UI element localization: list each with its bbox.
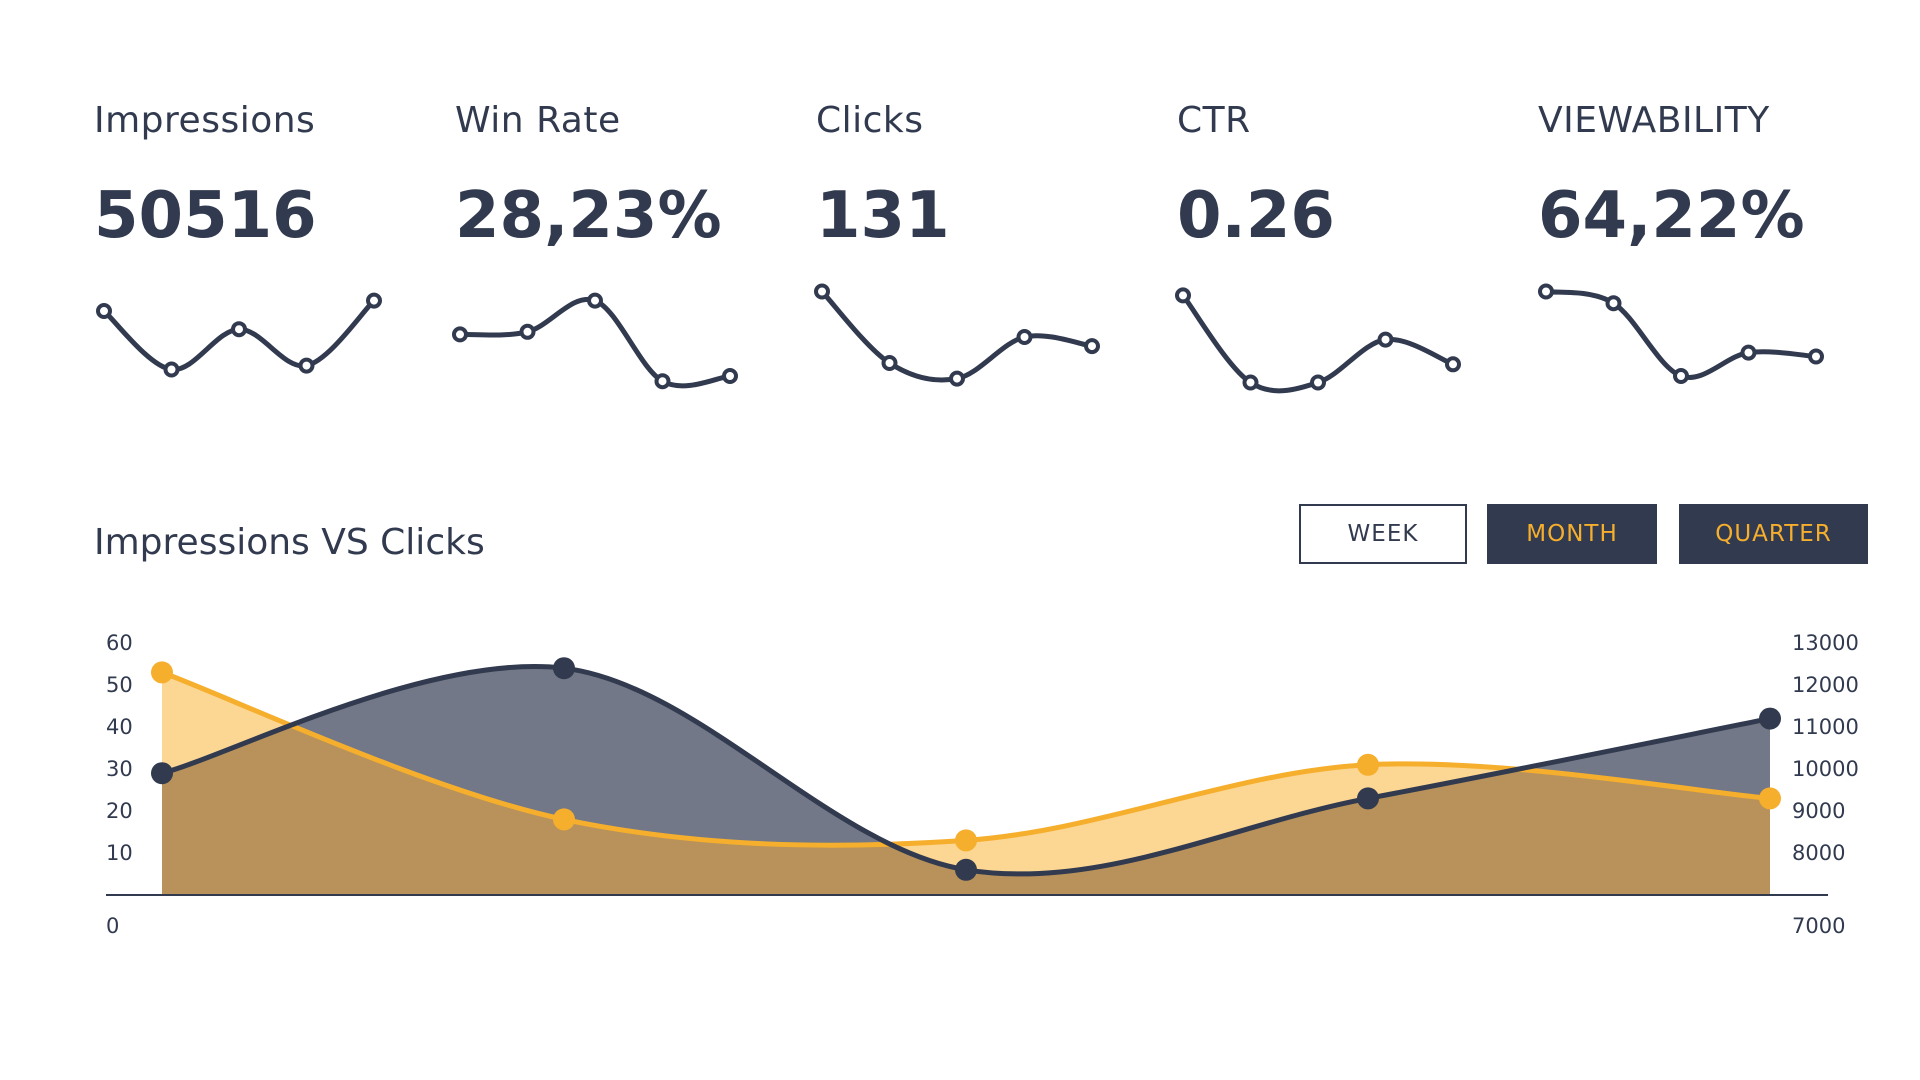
data-point-orange	[553, 808, 575, 831]
kpi-clicks: Clicks 131	[816, 96, 1136, 256]
kpi-value: 28,23%	[455, 179, 722, 253]
left-axis-tick-label: 30	[106, 757, 133, 781]
kpi-win-rate: Win Rate 28,23%	[455, 96, 775, 256]
kpi-label: Impressions	[94, 100, 316, 141]
data-point-orange	[151, 661, 173, 684]
month-button[interactable]: MONTH	[1487, 504, 1657, 564]
week-button[interactable]: WEEK	[1299, 504, 1467, 564]
sparkline-point	[1605, 295, 1622, 312]
sparkline-ctr	[1175, 287, 1461, 394]
sparkline-point	[452, 326, 468, 343]
left-axis-tick-label: 0	[106, 914, 119, 938]
data-point-navy	[553, 657, 575, 680]
sparkline-clicks	[814, 283, 1100, 387]
right-axis-tick-label: 9000	[1792, 799, 1845, 823]
sparkline-point	[1808, 348, 1824, 365]
sparkline-point	[231, 321, 247, 338]
sparkline-point	[366, 292, 382, 309]
kpi-value: 64,22%	[1538, 179, 1805, 253]
kpi-ctr: CTR 0.26	[1177, 96, 1497, 256]
data-point-orange	[955, 829, 977, 852]
sparkline-point	[163, 361, 180, 378]
sparkline-point	[814, 283, 830, 300]
sparkline-win-rate	[452, 292, 738, 390]
sparkline-point	[1538, 283, 1554, 300]
kpi-label: Clicks	[816, 100, 924, 141]
sparkline-point	[1377, 331, 1394, 348]
left-axis-tick-label: 10	[106, 841, 133, 865]
data-point-orange	[1759, 787, 1781, 810]
sparkline-point	[1673, 368, 1689, 384]
sparkline-point	[949, 370, 965, 387]
sparkline-point	[1016, 329, 1033, 345]
left-axis-tick-label: 20	[106, 799, 133, 823]
sparkline-point	[881, 355, 898, 371]
sparkline-point	[587, 292, 603, 309]
sparkline-point	[1084, 338, 1100, 355]
sparkline-point	[519, 323, 536, 340]
kpi-label: VIEWABILITY	[1538, 100, 1770, 141]
data-point-orange	[1357, 753, 1379, 776]
right-axis-tick-label: 10000	[1792, 757, 1859, 781]
kpi-viewability: VIEWABILITY 64,22%	[1538, 96, 1858, 256]
data-point-navy	[955, 858, 977, 881]
sparkline-point	[1445, 356, 1461, 373]
sparkline-path	[457, 296, 733, 389]
kpi-value: 0.26	[1177, 179, 1335, 253]
left-axis-tick-label: 50	[106, 673, 133, 697]
impressions-vs-clicks-chart: 0 10 20 30 40 50 60 7000 8000 9000 10000 11000 1200…	[106, 631, 1859, 938]
kpi-impressions: Impressions 50516	[94, 96, 414, 256]
sparkline-impressions	[96, 292, 382, 378]
sparkline-point	[1310, 374, 1326, 391]
sparkline-point	[722, 368, 738, 384]
right-axis-tick-label: 12000	[1792, 673, 1859, 697]
sparkline-path	[819, 289, 1095, 383]
right-axis-tick-label: 13000	[1792, 631, 1859, 655]
data-point-navy	[1357, 787, 1379, 810]
left-axis-tick-label: 40	[106, 715, 133, 739]
sparkline-point	[1175, 287, 1191, 304]
sparkline-point	[654, 373, 671, 390]
right-axis-tick-label: 11000	[1792, 715, 1859, 739]
chart-title: Impressions VS Clicks	[94, 522, 485, 563]
right-axis-tick-label: 7000	[1792, 914, 1845, 938]
kpi-label: Win Rate	[455, 100, 621, 141]
data-point-navy	[1759, 707, 1781, 730]
left-axis-tick-label: 60	[106, 631, 133, 655]
kpi-value: 131	[816, 179, 950, 253]
sparkline-point	[1740, 344, 1757, 361]
data-point-navy	[151, 762, 173, 785]
right-axis-tick-label: 8000	[1792, 841, 1845, 865]
kpi-value: 50516	[94, 179, 317, 253]
sparkline-point	[1242, 374, 1259, 391]
sparkline-path	[1543, 289, 1819, 380]
sparkline-point	[298, 357, 315, 374]
sparkline-viewability	[1538, 283, 1824, 384]
kpi-label: CTR	[1177, 100, 1251, 141]
sparkline-point	[96, 303, 112, 319]
quarter-button[interactable]: QUARTER	[1679, 504, 1868, 564]
